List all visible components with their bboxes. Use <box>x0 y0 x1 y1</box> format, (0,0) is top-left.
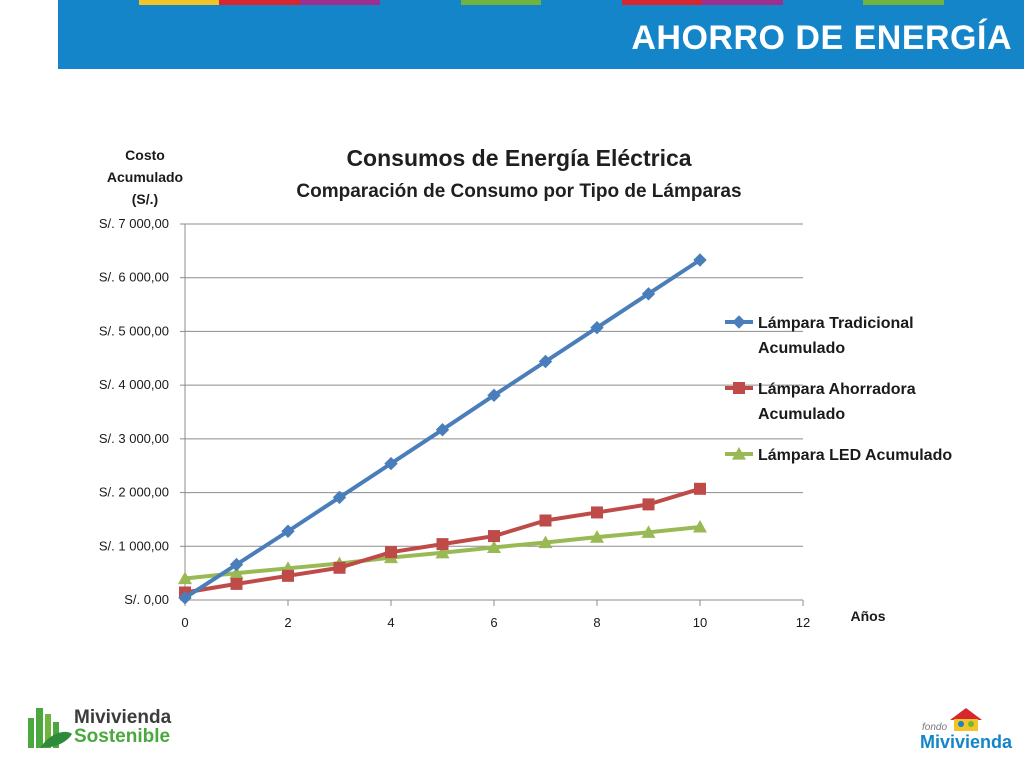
data-point-series-1 <box>384 456 398 471</box>
data-point-series-1 <box>178 591 192 605</box>
chart-title: Consumos de Energía Eléctrica <box>346 145 691 171</box>
data-point-series-3 <box>641 525 656 538</box>
x-tick-label: 4 <box>387 615 394 630</box>
house-icon <box>950 708 982 731</box>
data-point-series-2 <box>385 546 397 559</box>
data-point-series-3 <box>229 566 244 579</box>
y-tick-label: S/. 6 000,00 <box>99 270 169 285</box>
data-point-series-3 <box>590 530 604 543</box>
color-strip-segment <box>541 0 622 5</box>
logo-left-line1: Mivivienda <box>74 707 172 728</box>
logo-right-small: fondo <box>922 722 948 733</box>
data-point-series-1 <box>229 557 244 572</box>
legend-label: Lámpara Tradicional <box>758 315 914 332</box>
color-strip-segment <box>621 0 702 5</box>
color-strip-segment <box>782 0 863 5</box>
data-point-series-3 <box>693 519 707 533</box>
y-tick-label: S/. 0,00 <box>124 592 169 607</box>
color-strip-segment <box>58 0 139 5</box>
color-strip-segment <box>380 0 461 5</box>
legend-marker <box>732 447 746 460</box>
y-axis-title-line: Costo <box>125 147 165 163</box>
y-tick-label: S/. 4 000,00 <box>99 377 169 392</box>
logo-right-big: Mivivienda <box>920 732 1013 752</box>
data-point-series-2 <box>282 569 294 582</box>
x-tick-label: 2 <box>284 615 291 630</box>
y-tick-label: S/. 1 000,00 <box>99 538 169 553</box>
x-axis-title: Años <box>851 608 886 624</box>
header-bar: AHORRO DE ENERGÍA <box>58 5 1024 69</box>
data-point-series-3 <box>487 540 501 553</box>
legend-label: Acumulado <box>758 406 845 423</box>
x-tick-label: 10 <box>693 615 707 630</box>
legend-label: Lámpara LED Acumulado <box>758 447 952 464</box>
data-point-series-2 <box>539 514 552 527</box>
data-point-series-1 <box>332 490 347 505</box>
data-point-series-1 <box>693 253 707 267</box>
color-strip-segment <box>943 0 1024 5</box>
x-tick-label: 0 <box>181 615 188 630</box>
data-point-series-2 <box>488 530 500 543</box>
data-point-series-2 <box>333 561 346 574</box>
data-point-series-1 <box>487 388 501 403</box>
x-tick-label: 6 <box>490 615 497 630</box>
data-point-series-3 <box>538 535 553 549</box>
y-axis-title-line: Acumulado <box>107 169 183 185</box>
logo-left-line2: Sostenible <box>74 726 171 747</box>
data-point-series-3 <box>178 571 192 585</box>
y-tick-label: S/. 5 000,00 <box>99 323 169 338</box>
color-strip-segment <box>702 0 783 5</box>
color-strip-segment <box>138 0 219 5</box>
y-tick-label: S/. 2 000,00 <box>99 485 169 500</box>
x-tick-label: 8 <box>593 615 600 630</box>
legend-marker <box>732 315 746 329</box>
data-point-series-3 <box>435 545 450 559</box>
data-point-series-1 <box>538 354 553 369</box>
data-point-series-1 <box>641 287 656 301</box>
color-strip <box>58 0 1024 5</box>
city-leaf-icon <box>28 708 72 748</box>
line-chart: Consumos de Energía Eléctrica Comparación… <box>99 145 952 630</box>
fondo-mivivienda-logo: fondo Mivivienda <box>916 704 1016 754</box>
data-point-series-2 <box>436 538 449 551</box>
data-point-series-2 <box>642 498 655 511</box>
color-strip-segment <box>460 0 541 5</box>
data-point-series-2 <box>591 506 603 519</box>
slide-title: AHORRO DE ENERGÍA <box>631 19 1012 57</box>
legend-label: Lámpara Ahorradora <box>758 381 916 398</box>
legend-label: Acumulado <box>758 340 845 357</box>
color-strip-segment <box>299 0 380 5</box>
color-strip-segment <box>863 0 944 5</box>
data-point-series-1 <box>281 524 295 538</box>
mivivienda-sostenible-logo: Mivivienda Sostenible <box>22 704 182 752</box>
data-point-series-1 <box>435 423 450 437</box>
data-point-series-1 <box>590 320 604 335</box>
x-tick-label: 12 <box>796 615 810 630</box>
y-tick-label: S/. 7 000,00 <box>99 216 169 231</box>
color-strip-segment <box>219 0 300 5</box>
data-point-series-2 <box>230 577 243 590</box>
y-tick-label: S/. 3 000,00 <box>99 431 169 446</box>
y-axis-title-line: (S/.) <box>132 191 158 207</box>
chart-subtitle: Comparación de Consumo por Tipo de Lámpa… <box>296 181 741 202</box>
legend-marker <box>733 382 745 394</box>
data-point-series-2 <box>694 482 706 495</box>
